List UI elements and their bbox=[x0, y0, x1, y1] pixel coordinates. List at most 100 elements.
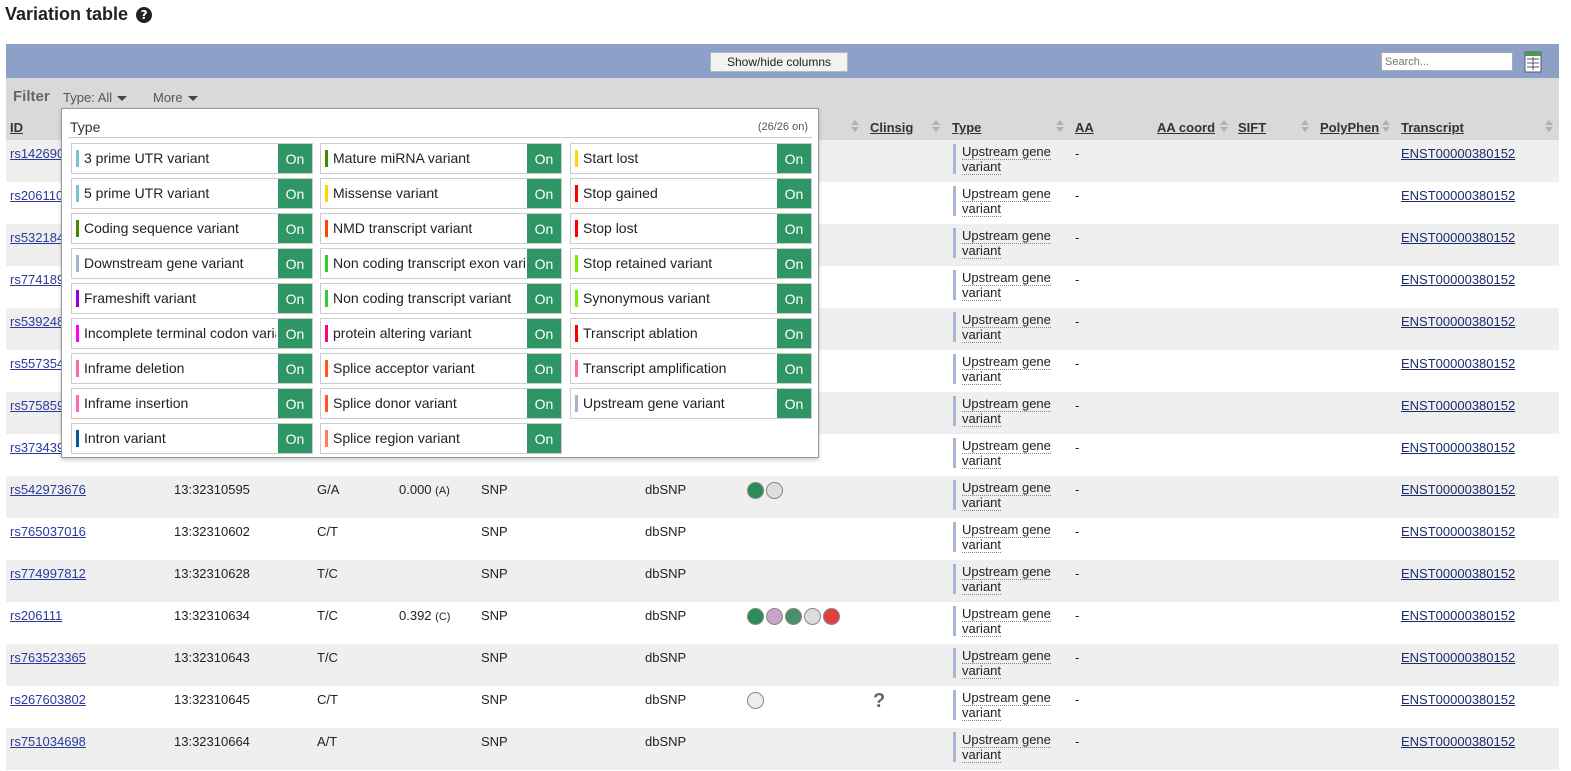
transcript-link[interactable]: ENST00000380152 bbox=[1401, 524, 1516, 539]
type-filter-option[interactable]: Missense variant On bbox=[320, 178, 562, 209]
type-option-toggle[interactable]: On bbox=[777, 249, 811, 278]
variant-id-link[interactable]: rs373439 bbox=[10, 440, 65, 455]
type-filter-option[interactable]: Non coding transcript variant On bbox=[320, 283, 562, 314]
type-option-toggle[interactable]: On bbox=[278, 144, 312, 173]
variant-id-link[interactable]: rs557354 bbox=[10, 356, 65, 371]
type-option-toggle[interactable]: On bbox=[527, 354, 561, 383]
type-option-toggle[interactable]: On bbox=[278, 214, 312, 243]
type-filter-option[interactable]: Stop retained variant On bbox=[570, 248, 812, 279]
type-filter-dropdown[interactable]: Type: All bbox=[63, 90, 128, 105]
type-option-toggle[interactable]: On bbox=[278, 284, 312, 313]
type-option-toggle[interactable]: On bbox=[278, 179, 312, 208]
column-header-type[interactable]: Type bbox=[952, 120, 982, 135]
type-option-toggle[interactable]: On bbox=[527, 284, 561, 313]
type-filter-option[interactable]: 3 prime UTR variant On bbox=[71, 143, 313, 174]
type-filter-option[interactable]: Mature miRNA variant On bbox=[320, 143, 562, 174]
type-filter-option[interactable]: Frameshift variant On bbox=[71, 283, 313, 314]
type-filter-option[interactable]: Inframe insertion On bbox=[71, 388, 313, 419]
type-option-toggle[interactable]: On bbox=[527, 249, 561, 278]
show-hide-columns-button[interactable]: Show/hide columns bbox=[710, 52, 848, 72]
variant-id-link[interactable]: rs774997812 bbox=[10, 566, 86, 581]
type-option-toggle[interactable]: On bbox=[527, 424, 561, 453]
type-option-toggle[interactable]: On bbox=[777, 284, 811, 313]
type-option-toggle[interactable]: On bbox=[527, 214, 561, 243]
column-header-aa-coord[interactable]: AA coord bbox=[1157, 120, 1216, 135]
type-option-toggle[interactable]: On bbox=[278, 319, 312, 348]
type-option-toggle[interactable]: On bbox=[527, 144, 561, 173]
type-filter-option[interactable]: Non coding transcript exon variant On bbox=[320, 248, 562, 279]
variant-id-link[interactable]: rs765037016 bbox=[10, 524, 86, 539]
transcript-link[interactable]: ENST00000380152 bbox=[1401, 566, 1516, 581]
type-option-toggle[interactable]: On bbox=[527, 389, 561, 418]
type-option-toggle[interactable]: On bbox=[278, 424, 312, 453]
variant-id-link[interactable]: rs763523365 bbox=[10, 650, 86, 665]
type-filter-option[interactable]: Incomplete terminal codon variant On bbox=[71, 318, 313, 349]
column-header-aa[interactable]: AA bbox=[1075, 120, 1094, 135]
type-filter-option[interactable]: Transcript ablation On bbox=[570, 318, 812, 349]
type-option-toggle[interactable]: On bbox=[777, 144, 811, 173]
transcript-link[interactable]: ENST00000380152 bbox=[1401, 188, 1516, 203]
transcript-link[interactable]: ENST00000380152 bbox=[1401, 356, 1516, 371]
export-excel-icon[interactable] bbox=[1524, 49, 1542, 73]
variant-id-link[interactable]: rs206110 bbox=[10, 188, 64, 203]
column-header-id[interactable]: ID bbox=[10, 120, 23, 135]
type-option-toggle[interactable]: On bbox=[777, 214, 811, 243]
type-filter-option[interactable]: Coding sequence variant On bbox=[71, 213, 313, 244]
transcript-link[interactable]: ENST00000380152 bbox=[1401, 482, 1516, 497]
sort-icon[interactable] bbox=[932, 120, 940, 134]
type-option-toggle[interactable]: On bbox=[527, 179, 561, 208]
type-filter-option[interactable]: Splice donor variant On bbox=[320, 388, 562, 419]
type-option-toggle[interactable]: On bbox=[278, 354, 312, 383]
transcript-link[interactable]: ENST00000380152 bbox=[1401, 440, 1516, 455]
type-filter-option[interactable]: Stop lost On bbox=[570, 213, 812, 244]
variant-id-link[interactable]: rs751034698 bbox=[10, 734, 86, 749]
column-header-transcript[interactable]: Transcript bbox=[1401, 120, 1464, 135]
variant-id-link[interactable]: rs539248 bbox=[10, 314, 65, 329]
more-filter-dropdown[interactable]: More bbox=[153, 90, 198, 105]
type-filter-option[interactable]: Start lost On bbox=[570, 143, 812, 174]
column-header-sift[interactable]: SIFT bbox=[1238, 120, 1267, 135]
column-header-clinsig[interactable]: Clinsig bbox=[870, 120, 914, 135]
type-filter-option[interactable]: Splice acceptor variant On bbox=[320, 353, 562, 384]
sort-icon[interactable] bbox=[1301, 120, 1309, 134]
variant-id-link[interactable]: rs206111 bbox=[10, 608, 63, 623]
variant-id-link[interactable]: rs267603802 bbox=[10, 692, 86, 707]
transcript-link[interactable]: ENST00000380152 bbox=[1401, 692, 1516, 707]
search-input[interactable] bbox=[1381, 52, 1513, 71]
type-filter-option[interactable]: Intron variant On bbox=[71, 423, 313, 454]
column-header-polyphen[interactable]: PolyPhen bbox=[1320, 120, 1380, 135]
transcript-link[interactable]: ENST00000380152 bbox=[1401, 272, 1516, 287]
type-option-toggle[interactable]: On bbox=[777, 354, 811, 383]
sort-icon[interactable] bbox=[1382, 120, 1390, 134]
type-filter-option[interactable]: Inframe deletion On bbox=[71, 353, 313, 384]
type-option-toggle[interactable]: On bbox=[777, 319, 811, 348]
transcript-link[interactable]: ENST00000380152 bbox=[1401, 230, 1516, 245]
variant-id-link[interactable]: rs142690 bbox=[10, 146, 65, 161]
type-filter-option[interactable]: 5 prime UTR variant On bbox=[71, 178, 313, 209]
transcript-link[interactable]: ENST00000380152 bbox=[1401, 734, 1516, 749]
type-filter-option[interactable]: Synonymous variant On bbox=[570, 283, 812, 314]
type-filter-option[interactable]: Downstream gene variant On bbox=[71, 248, 313, 279]
type-filter-option[interactable]: protein altering variant On bbox=[320, 318, 562, 349]
variant-id-link[interactable]: rs542973676 bbox=[10, 482, 86, 497]
type-filter-option[interactable]: Stop gained On bbox=[570, 178, 812, 209]
sort-icon[interactable] bbox=[1056, 120, 1064, 134]
type-option-toggle[interactable]: On bbox=[777, 389, 811, 418]
sort-icon[interactable] bbox=[851, 120, 859, 134]
type-filter-option[interactable]: NMD transcript variant On bbox=[320, 213, 562, 244]
transcript-link[interactable]: ENST00000380152 bbox=[1401, 650, 1516, 665]
variant-id-link[interactable]: rs532184 bbox=[10, 230, 65, 245]
variant-id-link[interactable]: rs774189 bbox=[10, 272, 65, 287]
sort-icon[interactable] bbox=[1545, 120, 1553, 134]
sort-icon[interactable] bbox=[1220, 120, 1228, 134]
transcript-link[interactable]: ENST00000380152 bbox=[1401, 314, 1516, 329]
type-option-toggle[interactable]: On bbox=[278, 389, 312, 418]
type-filter-option[interactable]: Transcript amplification On bbox=[570, 353, 812, 384]
variant-id-link[interactable]: rs575859 bbox=[10, 398, 65, 413]
transcript-link[interactable]: ENST00000380152 bbox=[1401, 398, 1516, 413]
type-option-toggle[interactable]: On bbox=[527, 319, 561, 348]
transcript-link[interactable]: ENST00000380152 bbox=[1401, 608, 1516, 623]
type-filter-option[interactable]: Upstream gene variant On bbox=[570, 388, 812, 419]
type-option-toggle[interactable]: On bbox=[777, 179, 811, 208]
transcript-link[interactable]: ENST00000380152 bbox=[1401, 146, 1516, 161]
